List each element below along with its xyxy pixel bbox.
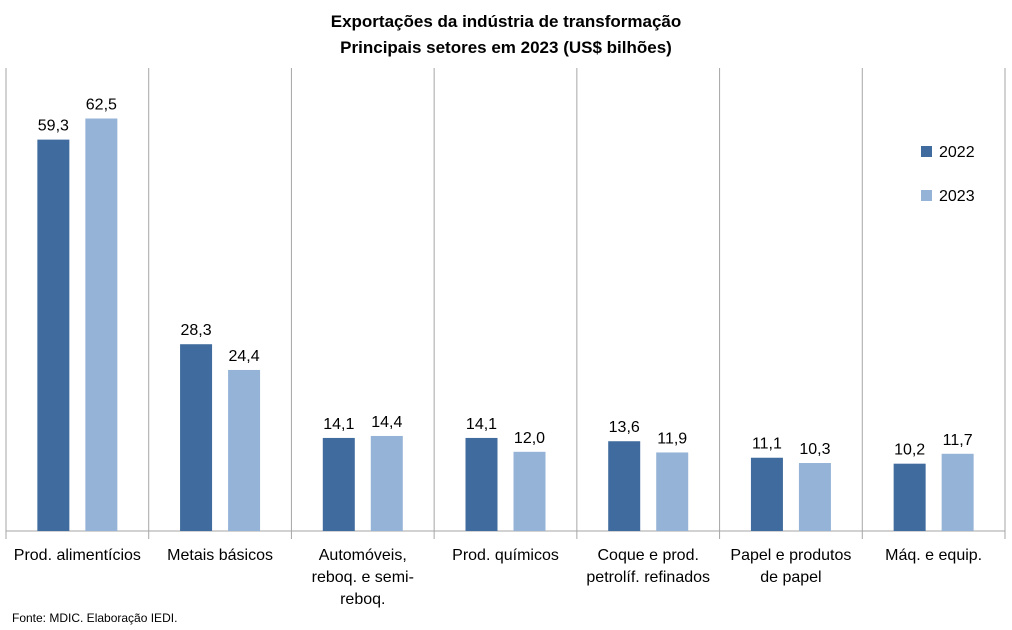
data-label: 10,3 <box>799 441 830 458</box>
category-label: reboq. e semi- <box>312 569 414 586</box>
bar-2022 <box>322 437 355 531</box>
category-label: de papel <box>760 569 821 586</box>
bar-2022 <box>750 457 783 531</box>
bar-2022 <box>180 344 213 531</box>
category-label: Prod. químicos <box>452 547 559 564</box>
bar-2022 <box>37 139 70 531</box>
plot-area: 59,3 62,5 Prod. alimentícios 28,3 24,4 Metais… <box>5 68 1006 608</box>
data-label: 24,4 <box>229 348 260 365</box>
data-label: 12,0 <box>514 430 545 447</box>
data-label: 14,1 <box>323 416 354 433</box>
bar-2023 <box>513 451 546 531</box>
data-label: 59,3 <box>38 118 69 135</box>
category-label: Coque e prod. <box>598 547 699 564</box>
data-label: 11,9 <box>657 430 687 447</box>
legend-swatch-2023 <box>921 190 932 201</box>
data-label: 11,7 <box>943 432 973 449</box>
category-label: Metais básicos <box>167 547 273 564</box>
bar-2022 <box>465 437 498 531</box>
legend: 2022 2023 <box>921 144 975 205</box>
category-label: Papel e produtos <box>730 547 851 564</box>
bar-2022 <box>893 463 926 531</box>
data-label: 28,3 <box>181 322 212 339</box>
source-note: Fonte: MDIC. Elaboração IEDI. <box>12 611 178 625</box>
chart-title-line-2: Principais setores em 2023 (US$ bilhões) <box>340 38 672 57</box>
bar-2023 <box>941 453 974 531</box>
data-label: 10,2 <box>894 442 925 459</box>
bar-2023 <box>656 452 689 531</box>
legend-label: 2022 <box>939 144 975 161</box>
bar-2023 <box>370 435 403 531</box>
bar-2023 <box>798 463 831 531</box>
category-label: Prod. alimentícios <box>14 547 141 564</box>
category-label: reboq. <box>340 591 385 608</box>
chart-title-line-1: Exportações da indústria de transformaçã… <box>330 12 682 31</box>
category-label: petrolíf. refinados <box>586 569 710 586</box>
data-label: 14,4 <box>371 414 402 431</box>
category-label: Máq. e equip. <box>885 547 982 564</box>
data-label: 62,5 <box>86 97 117 114</box>
data-label: 14,1 <box>466 416 497 433</box>
bar-2023 <box>228 369 261 531</box>
bar-2022 <box>608 441 641 531</box>
legend-label: 2023 <box>939 188 975 205</box>
legend-swatch-2022 <box>921 146 932 157</box>
bar-2023 <box>85 118 118 531</box>
category-label: Automóveis, <box>319 547 407 564</box>
data-label: 11,1 <box>752 436 782 453</box>
data-label: 13,6 <box>609 419 640 436</box>
